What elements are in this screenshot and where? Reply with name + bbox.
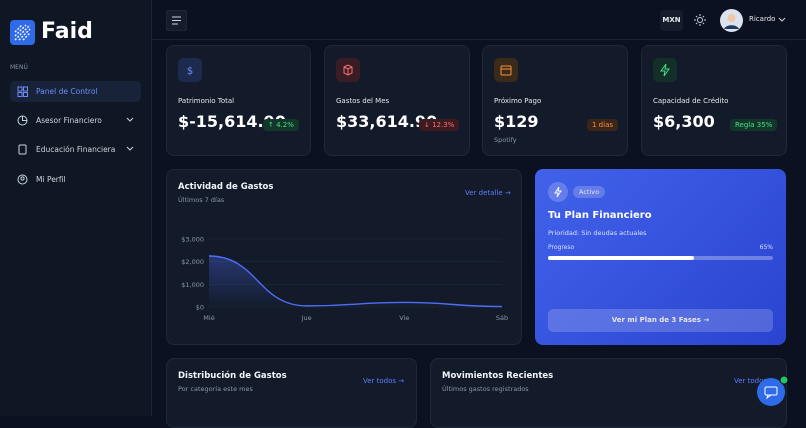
card-link[interactable]: Ver todos → xyxy=(363,377,405,385)
stat-card: $ Patrimonio Total $-15,614.90 ↑ 4.2% xyxy=(166,45,311,156)
svg-text:$: $ xyxy=(187,66,193,77)
card-subtitle: Por categoría este mes xyxy=(178,385,253,393)
stat-label: Gastos del Mes xyxy=(336,97,390,105)
nav-text: Educación Financiera xyxy=(36,145,116,154)
user-name[interactable]: Ricardo xyxy=(749,15,776,23)
avatar[interactable] xyxy=(720,9,743,32)
movements-card: Movimientos Recientes Últimos gastos reg… xyxy=(430,358,787,428)
card-title: Actividad de Gastos xyxy=(178,182,274,192)
y-tick-label: $2,000 xyxy=(181,258,204,266)
menu-button[interactable] xyxy=(166,10,187,31)
x-tick-label: Mié xyxy=(203,314,214,322)
stat-icon: $ xyxy=(178,58,202,82)
stat-icon xyxy=(336,58,360,82)
y-tick-label: $0 xyxy=(196,304,204,312)
stat-label: Próximo Pago xyxy=(494,97,542,105)
logo-icon xyxy=(10,20,35,45)
plan-priority: Prioridad: Sin deudas actuales xyxy=(548,229,647,237)
stat-value: $33,614.90 xyxy=(336,112,438,131)
line-chart: $0 $1,000 $2,000 $3,000 Mié Jue Vie Sáb xyxy=(181,236,508,323)
area xyxy=(209,256,502,307)
plan-icon xyxy=(548,182,568,202)
currency-button[interactable]: MXN xyxy=(660,10,683,31)
stat-icon xyxy=(653,58,677,82)
activity-card: Actividad de Gastos Últimos 7 días Ver d… xyxy=(166,169,522,345)
y-tick-label: $3,000 xyxy=(181,236,204,244)
stat-card: Capacidad de Crédito $6,300 Regla 35% xyxy=(641,45,787,156)
card-link[interactable]: Ver detalle → xyxy=(465,189,511,197)
nav-text: Panel de Control xyxy=(36,87,98,96)
progress-label: Progreso xyxy=(548,244,575,251)
stat-value: $-15,614.90 xyxy=(178,112,286,131)
nav-item[interactable]: Asesor Financiero xyxy=(10,110,141,131)
nav-item[interactable]: Educación Financiera xyxy=(10,139,141,160)
stat-badge: ↓ 12.3% xyxy=(419,119,460,131)
y-tick-label: $1,000 xyxy=(181,281,204,289)
sidebar: Faid MENÚ Panel de Control Asesor Financ… xyxy=(0,0,152,416)
nav-item[interactable]: Panel de Control xyxy=(10,81,141,102)
x-tick-label: Jue xyxy=(301,314,312,322)
topbar: MXN Ricardo xyxy=(152,0,806,40)
nav-text: Asesor Financiero xyxy=(36,116,102,125)
line xyxy=(208,255,503,308)
nav-text: Mi Perfil xyxy=(36,175,66,184)
stat-label: Patrimonio Total xyxy=(178,97,235,105)
progress-value: 65% xyxy=(759,244,773,251)
stat-value: $6,300 xyxy=(653,112,715,131)
theme-toggle[interactable] xyxy=(693,13,707,27)
stat-note: Spotify xyxy=(494,136,517,144)
card-link[interactable]: Ver todos → xyxy=(734,377,776,385)
progress-track xyxy=(548,256,773,260)
menu-label: MENÚ xyxy=(10,64,28,71)
distribution-card: Distribución de Gastos Por categoría est… xyxy=(166,358,417,428)
stat-card: Próximo Pago $129 Spotify 1 días xyxy=(482,45,628,156)
stat-badge: 1 días xyxy=(587,119,619,131)
brand: Faid xyxy=(41,19,93,44)
plan-title: Tu Plan Financiero xyxy=(548,210,652,221)
x-tick-label: Sáb xyxy=(496,314,508,322)
plan-card: Activo Tu Plan Financiero Prioridad: Sin… xyxy=(535,169,786,345)
nav-item[interactable]: Mi Perfil xyxy=(10,169,141,190)
chevron xyxy=(778,17,786,22)
stat-value: $129 xyxy=(494,112,539,131)
progress-fill xyxy=(548,256,695,260)
stat-label: Capacidad de Crédito xyxy=(653,97,729,105)
x-tick-label: Vie xyxy=(399,314,409,322)
card-title: Movimientos Recientes xyxy=(442,371,554,381)
chat-button[interactable] xyxy=(755,374,791,410)
stat-card: Gastos del Mes $33,614.90 ↓ 12.3% xyxy=(324,45,470,156)
stat-icon xyxy=(494,58,518,82)
stat-badge: ↑ 4.2% xyxy=(263,119,299,131)
status-pill: Activo xyxy=(573,186,606,198)
card-subtitle: Últimos gastos registrados xyxy=(442,385,529,393)
plan-button[interactable]: Ver mi Plan de 3 Fases → xyxy=(548,309,773,332)
card-subtitle: Últimos 7 días xyxy=(178,196,225,204)
card-title: Distribución de Gastos xyxy=(178,371,287,381)
stat-badge: Regla 35% xyxy=(730,119,778,131)
